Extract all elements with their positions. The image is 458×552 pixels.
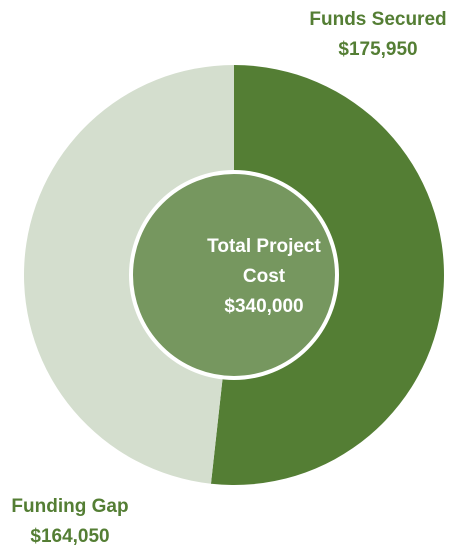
center-label: Total Project Cost $340,000 — [188, 232, 340, 322]
slice-label: Funding Gap — [11, 496, 128, 517]
slice-value-label: $164,050 — [30, 526, 109, 547]
slice-value-label: $175,950 — [338, 39, 417, 60]
slice-label: Funds Secured — [309, 9, 446, 30]
center-circle — [129, 170, 339, 380]
slice — [23, 65, 234, 484]
center-total: $340,000 — [224, 296, 304, 317]
center-title: Total Project Cost — [207, 236, 321, 287]
